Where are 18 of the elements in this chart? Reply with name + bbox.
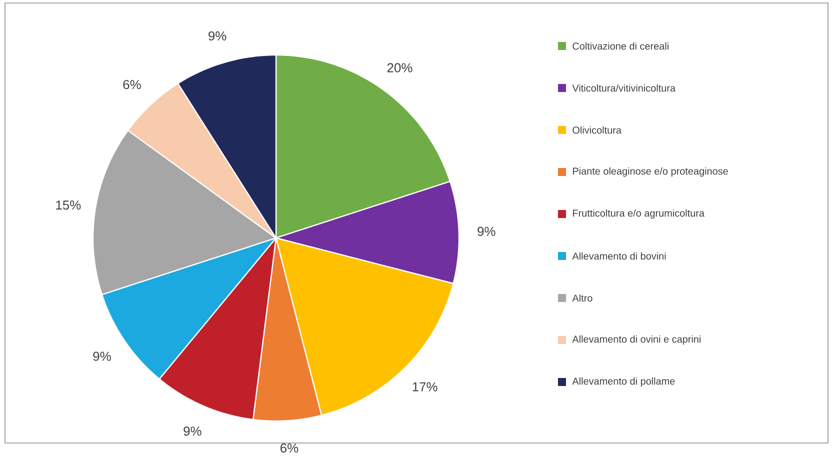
legend-label: Olivicoltura [572,126,622,134]
legend-label: Coltivazione di cereali [572,42,668,50]
data-label: 6% [123,80,141,90]
legend-label: Allevamento di ovini e caprini [572,335,701,345]
data-label: 15% [56,200,81,210]
legend-label: Allevamento di pollame [572,377,675,387]
data-label: 9% [478,226,496,236]
data-label: 20% [387,63,412,72]
data-label: 9% [184,426,202,436]
legend-label: Allevamento di bovini [572,252,666,260]
data-label: 17% [412,382,438,392]
legend-label: Piante oleaginose e/o proteaginose [573,167,728,177]
data-label: 6% [280,443,298,453]
legend-label: Altro [572,294,592,302]
data-label: 9% [93,352,111,361]
legend-label: Frutticoltura e/o agrumicoltura [573,209,705,219]
data-label: 9% [208,31,226,41]
legend-label: Viticoltura/vitivinicoltura [572,84,676,92]
